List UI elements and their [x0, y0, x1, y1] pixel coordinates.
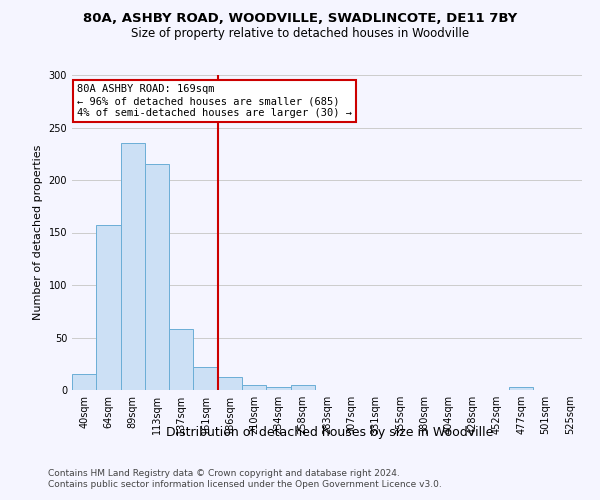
Y-axis label: Number of detached properties: Number of detached properties	[33, 145, 43, 320]
Text: Contains HM Land Registry data © Crown copyright and database right 2024.: Contains HM Land Registry data © Crown c…	[48, 468, 400, 477]
Text: Contains public sector information licensed under the Open Government Licence v3: Contains public sector information licen…	[48, 480, 442, 489]
Bar	[218, 378, 242, 390]
Bar	[242, 385, 266, 390]
Bar	[121, 143, 145, 390]
Bar	[169, 329, 193, 390]
Bar	[96, 225, 121, 390]
Bar	[509, 387, 533, 390]
Bar	[72, 374, 96, 390]
Bar	[193, 367, 218, 390]
Text: Distribution of detached houses by size in Woodville: Distribution of detached houses by size …	[166, 426, 494, 439]
Bar	[290, 385, 315, 390]
Text: 80A ASHBY ROAD: 169sqm
← 96% of detached houses are smaller (685)
4% of semi-det: 80A ASHBY ROAD: 169sqm ← 96% of detached…	[77, 84, 352, 117]
Bar	[145, 164, 169, 390]
Text: Size of property relative to detached houses in Woodville: Size of property relative to detached ho…	[131, 28, 469, 40]
Bar	[266, 387, 290, 390]
Text: 80A, ASHBY ROAD, WOODVILLE, SWADLINCOTE, DE11 7BY: 80A, ASHBY ROAD, WOODVILLE, SWADLINCOTE,…	[83, 12, 517, 26]
